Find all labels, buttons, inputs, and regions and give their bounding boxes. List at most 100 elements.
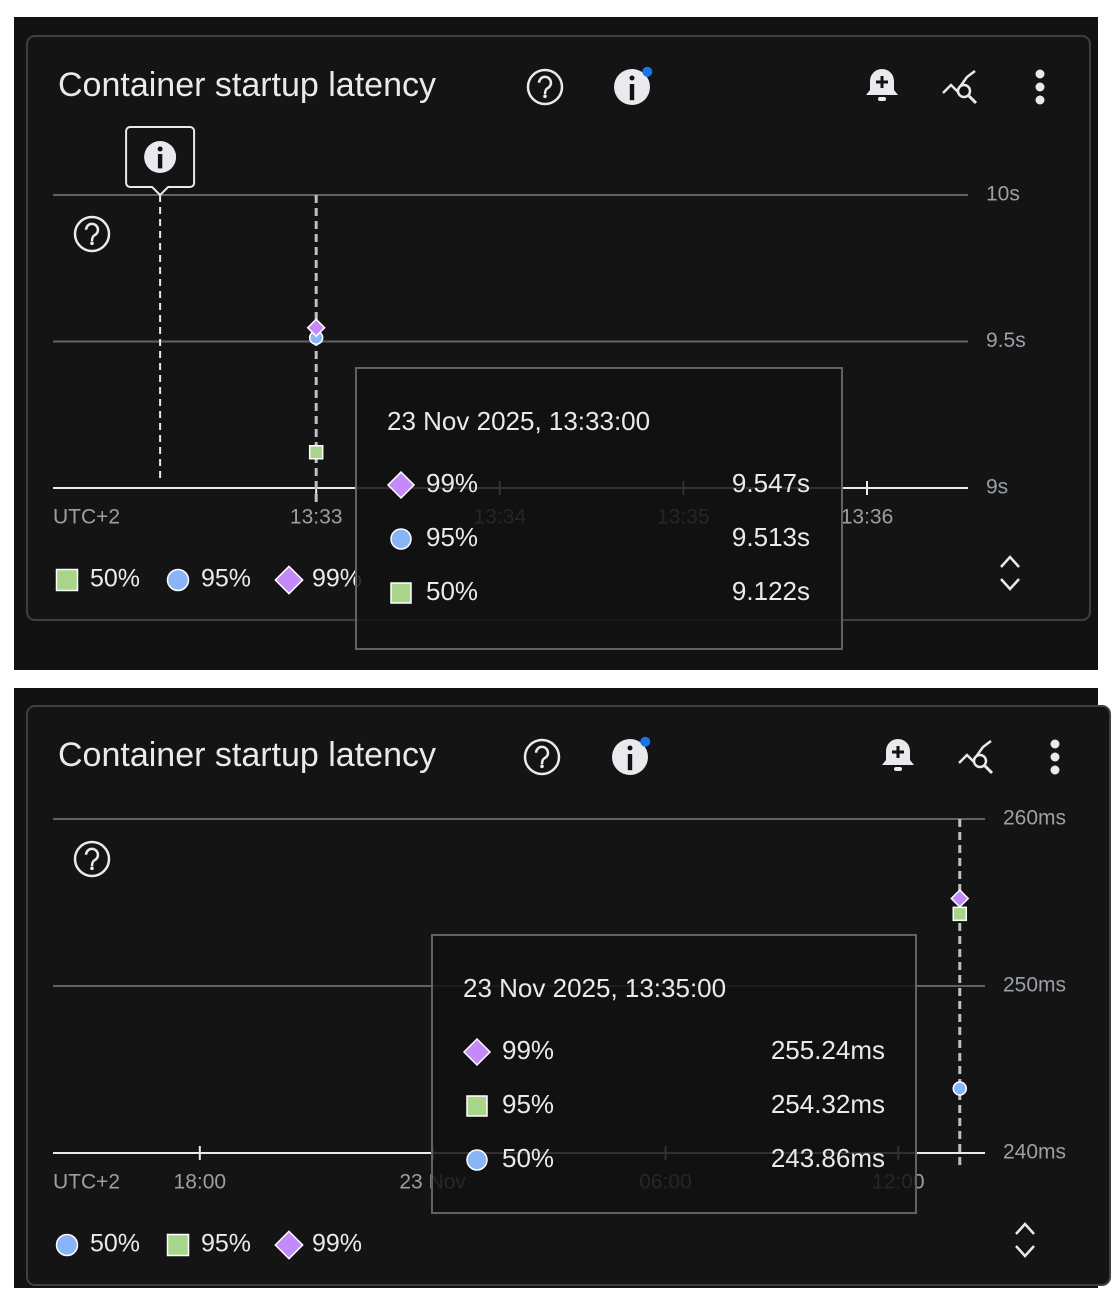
legend-swatch	[274, 565, 304, 595]
help-circle	[523, 738, 561, 776]
expand-button[interactable]	[1015, 1222, 1035, 1258]
help-dot	[543, 94, 547, 99]
help-icon[interactable]	[73, 215, 111, 253]
legend-label: 95%	[201, 1230, 251, 1258]
y-tick-label: 9s	[986, 476, 1008, 499]
y-tick-label: 250ms	[1003, 974, 1066, 997]
help-icon[interactable]	[526, 68, 564, 106]
legend-item[interactable]: 95%	[166, 565, 252, 593]
explore-button[interactable]	[958, 740, 994, 775]
data-point	[950, 888, 970, 909]
x-tick-label: 13:36	[841, 506, 894, 529]
data-point	[308, 445, 324, 460]
help-circle	[526, 68, 564, 106]
lens	[972, 753, 988, 769]
alert-button[interactable]	[882, 739, 914, 771]
legend-item[interactable]: 50%	[55, 565, 141, 593]
tooltip-box	[431, 934, 917, 1214]
tooltip-swatch	[390, 582, 412, 604]
legend-item[interactable]: 95%	[166, 1230, 252, 1258]
y-tick-label: 260ms	[1003, 807, 1066, 830]
menu-dot	[1035, 95, 1045, 105]
info-bar	[627, 754, 633, 771]
info-icon[interactable]	[614, 66, 653, 105]
help-glyph	[84, 222, 100, 242]
data-point	[952, 906, 968, 922]
chart-title: Container startup latency	[58, 736, 436, 774]
tooltip-series: 99%	[502, 1035, 554, 1065]
tooltip-series: 95%	[426, 522, 478, 552]
legend-item[interactable]: 99%	[274, 565, 362, 595]
lens-handle	[983, 764, 994, 775]
help-glyph	[537, 75, 553, 95]
info-bar	[629, 84, 635, 101]
tooltip-series: 50%	[502, 1143, 554, 1173]
menu-dot	[1035, 82, 1045, 92]
menu-button[interactable]	[1050, 739, 1060, 775]
legend-label: 99%	[312, 1230, 362, 1258]
tooltip-value: 9.547s	[732, 468, 810, 498]
tooltip-swatch	[386, 470, 416, 500]
legend-swatch	[166, 1233, 190, 1257]
chevrons	[1015, 1222, 1035, 1258]
help-icon[interactable]	[73, 840, 111, 878]
bell-plus	[892, 746, 904, 758]
tooltip-value: 255.24ms	[771, 1035, 885, 1065]
menu-dot	[1050, 739, 1060, 749]
explore-button[interactable]	[942, 70, 978, 105]
chevrons	[1000, 555, 1020, 591]
tooltip-value: 254.32ms	[771, 1089, 885, 1119]
help-glyph	[84, 847, 100, 867]
tooltip-swatch	[462, 1037, 492, 1067]
info-dot	[627, 745, 633, 751]
legend-label: 95%	[201, 565, 251, 593]
legend-swatch	[274, 1230, 304, 1260]
tooltip-date: 23 Nov 2025, 13:33:00	[387, 406, 650, 436]
tooltip-series: 99%	[426, 468, 478, 498]
alert-button[interactable]	[866, 69, 898, 101]
bell-clapper	[878, 97, 886, 101]
info-icon[interactable]	[612, 736, 651, 775]
bell-clapper	[894, 767, 902, 771]
tooltip-date: 23 Nov 2025, 13:35:00	[463, 973, 726, 1003]
notification-dot	[642, 66, 653, 77]
help-glyph	[534, 745, 550, 765]
tooltip-value: 243.86ms	[771, 1143, 885, 1173]
legend-label: 50%	[90, 565, 140, 593]
x-tick-label: 13:33	[290, 506, 343, 529]
help-circle	[73, 215, 111, 253]
help-circle	[73, 840, 111, 878]
tooltip-value: 9.513s	[732, 522, 810, 552]
help-dot	[90, 241, 94, 246]
data-point	[952, 1081, 968, 1096]
legend-item[interactable]: 50%	[55, 1230, 141, 1258]
data-point	[306, 318, 326, 338]
y-tick-label: 240ms	[1003, 1141, 1066, 1164]
y-tick-label: 10s	[986, 183, 1020, 206]
info-icon[interactable]	[144, 141, 177, 173]
tooltip-series: 50%	[426, 576, 478, 606]
tooltip: 23 Nov 2025, 13:35:00 99% 255.24ms 95% 254.3…	[431, 934, 917, 1214]
x-tick-label: 18:00	[174, 1171, 227, 1194]
menu-dot	[1050, 765, 1060, 775]
timezone-label: UTC+2	[53, 1171, 120, 1194]
tooltip-series: 95%	[502, 1089, 554, 1119]
chart-title: Container startup latency	[58, 66, 436, 104]
legend-swatch	[55, 568, 79, 592]
expand-button[interactable]	[1000, 555, 1020, 591]
legend-item[interactable]: 99%	[274, 1230, 362, 1260]
legend-label: 50%	[90, 1230, 140, 1258]
tooltip-swatch	[466, 1095, 488, 1117]
legend-label: 99%	[312, 565, 362, 593]
notification-dot	[640, 736, 651, 747]
y-tick-label: 9.5s	[986, 329, 1026, 352]
info-dot	[629, 75, 635, 81]
help-icon[interactable]	[523, 738, 561, 776]
help-dot	[540, 764, 544, 769]
menu-dot	[1035, 69, 1045, 79]
menu-button[interactable]	[1035, 69, 1045, 105]
tooltip-box	[355, 367, 843, 650]
legend-swatch	[166, 568, 190, 592]
lens	[956, 83, 972, 99]
